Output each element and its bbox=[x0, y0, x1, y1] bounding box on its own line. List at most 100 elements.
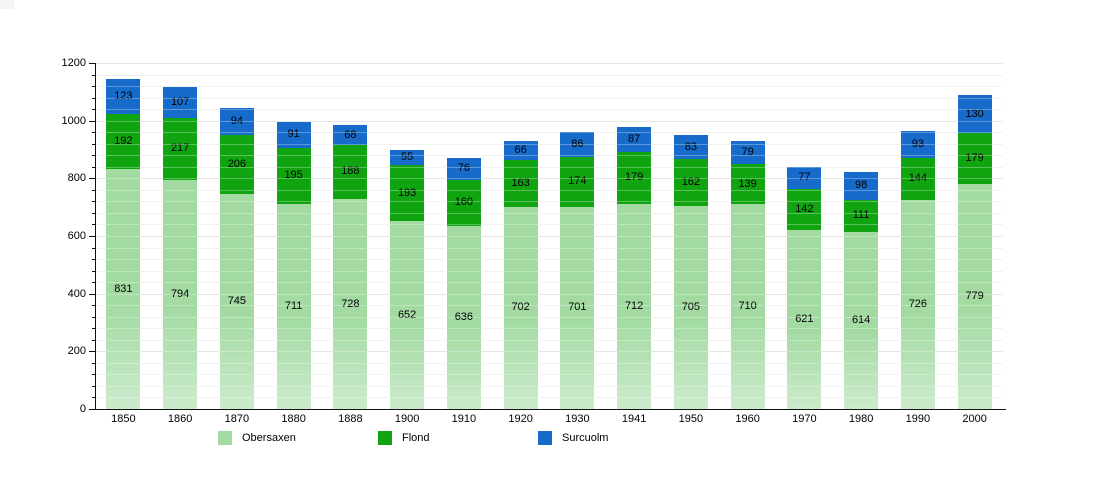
grid-line bbox=[95, 212, 1003, 214]
bar-segment-surcuolm: 98 bbox=[844, 171, 879, 200]
y-minor-tick bbox=[92, 374, 95, 376]
bar-column-1880: 91 195 711 1880 bbox=[265, 63, 322, 425]
grid-line bbox=[95, 63, 1003, 64]
x-axis-label: 1941 bbox=[621, 413, 647, 425]
x-axis-line bbox=[95, 409, 1006, 410]
y-minor-tick bbox=[92, 316, 95, 318]
bar-value-label: 142 bbox=[795, 202, 814, 215]
bar-stack: 77 142 621 bbox=[787, 166, 822, 409]
bar-segment-flond: 206 bbox=[219, 134, 254, 195]
bar-stack: 87 179 712 bbox=[617, 127, 652, 409]
bar-stack: 83 162 705 bbox=[673, 135, 708, 409]
y-minor-tick bbox=[92, 201, 95, 203]
y-major-tick bbox=[89, 236, 95, 237]
legend-label-flond: Flond bbox=[402, 432, 430, 444]
bar-value-label: 174 bbox=[568, 175, 587, 188]
bar-segment-flond: 174 bbox=[560, 156, 595, 207]
grid-line bbox=[95, 97, 1003, 99]
bar-value-label: 652 bbox=[397, 308, 417, 321]
bar-segment-obersaxen: 701 bbox=[560, 206, 595, 409]
bar-value-label: 779 bbox=[965, 290, 984, 303]
y-axis-tick-label: 600 bbox=[67, 230, 86, 242]
grid-line bbox=[95, 247, 1003, 249]
bar-value-label: 621 bbox=[795, 312, 814, 325]
bar-value-label: 94 bbox=[230, 114, 243, 127]
bar-value-label: 66 bbox=[514, 143, 527, 156]
bar-segment-obersaxen: 712 bbox=[617, 203, 652, 409]
bar-value-label: 712 bbox=[624, 299, 644, 312]
legend-label-obersaxen: Obersaxen bbox=[242, 432, 296, 444]
y-minor-tick bbox=[92, 86, 95, 88]
bar-segment-flond: 192 bbox=[106, 114, 141, 170]
bar-column-1970: 77 142 621 1970 bbox=[776, 63, 833, 425]
x-axis-label: 1920 bbox=[508, 413, 533, 425]
bar-stack: 130 179 779 bbox=[957, 95, 992, 409]
legend-item-obersaxen: Obersaxen bbox=[218, 431, 378, 445]
grid-line bbox=[95, 236, 1003, 237]
y-minor-tick bbox=[92, 247, 95, 249]
bar-value-label: 130 bbox=[965, 107, 984, 120]
bar-segment-surcuolm: 79 bbox=[730, 141, 765, 165]
bar-value-label: 217 bbox=[170, 142, 190, 155]
bar-value-label: 702 bbox=[511, 301, 530, 314]
bar-column-1870: 94 206 745 1870 bbox=[209, 63, 266, 425]
bar-segment-obersaxen: 726 bbox=[900, 199, 935, 409]
bar-value-label: 726 bbox=[908, 297, 928, 310]
bar-value-label: 710 bbox=[738, 300, 757, 313]
y-minor-tick bbox=[92, 305, 95, 307]
x-axis-label: 1960 bbox=[735, 413, 760, 425]
bar-value-label: 98 bbox=[855, 179, 868, 192]
bar-column-1850: 123 192 831 1850 bbox=[95, 63, 152, 425]
x-axis-label: 1880 bbox=[281, 413, 306, 425]
y-minor-tick bbox=[92, 259, 95, 261]
bar-segment-surcuolm: 93 bbox=[900, 131, 935, 159]
bar-segment-obersaxen: 614 bbox=[844, 231, 879, 409]
grid-line bbox=[95, 305, 1003, 307]
bar-value-label: 206 bbox=[227, 158, 247, 170]
bar-segment-surcuolm: 83 bbox=[673, 135, 708, 160]
y-major-tick bbox=[89, 178, 95, 180]
grid-line bbox=[95, 259, 1003, 261]
bar-value-label: 123 bbox=[114, 89, 133, 102]
y-minor-tick bbox=[92, 362, 95, 364]
bar-segment-obersaxen: 652 bbox=[390, 221, 425, 409]
bar-segment-surcuolm: 68 bbox=[333, 125, 368, 145]
y-minor-tick bbox=[92, 397, 95, 399]
grid-line bbox=[95, 201, 1003, 203]
bar-value-label: 195 bbox=[284, 169, 303, 182]
x-axis-label: 1910 bbox=[451, 413, 477, 425]
grid-line bbox=[95, 316, 1003, 318]
bar-value-label: 139 bbox=[738, 177, 757, 190]
bar-stack: 86 174 701 bbox=[560, 131, 595, 409]
bar-column-1980: 98 111 614 1980 bbox=[833, 63, 890, 425]
grid-line bbox=[95, 385, 1003, 387]
y-major-tick bbox=[89, 293, 95, 295]
y-major-tick bbox=[89, 409, 95, 410]
bar-segment-flond: 144 bbox=[900, 158, 935, 200]
bar-value-label: 188 bbox=[341, 165, 360, 178]
y-minor-tick bbox=[92, 270, 95, 272]
grid-line bbox=[95, 362, 1003, 364]
bar-segment-flond: 179 bbox=[617, 152, 652, 204]
bar-stack: 123 192 831 bbox=[106, 78, 141, 409]
y-axis-tick-label: 0 bbox=[79, 403, 86, 415]
bar-column-1960: 79 139 710 1960 bbox=[719, 63, 776, 425]
bar-value-label: 614 bbox=[851, 313, 871, 326]
bar-column-1941: 87 179 712 1941 bbox=[606, 63, 663, 425]
bar-value-label: 93 bbox=[911, 138, 924, 151]
bar-segment-obersaxen: 702 bbox=[503, 206, 538, 409]
bar-column-1900: 55 193 652 1900 bbox=[379, 63, 436, 425]
bar-value-label: 87 bbox=[628, 133, 641, 146]
bar-segment-obersaxen: 745 bbox=[219, 194, 254, 409]
y-minor-tick bbox=[92, 132, 95, 134]
y-major-tick bbox=[89, 351, 95, 353]
y-minor-tick bbox=[92, 166, 95, 168]
bar-column-1888: 68 188 728 1888 bbox=[322, 63, 379, 425]
bar-value-label: 701 bbox=[568, 301, 587, 314]
grid-line bbox=[95, 270, 1003, 272]
bar-segment-flond: 193 bbox=[390, 165, 425, 222]
bar-value-label: 68 bbox=[344, 128, 357, 141]
grid-line bbox=[95, 189, 1003, 191]
grid-line bbox=[95, 293, 1003, 295]
y-minor-tick bbox=[92, 224, 95, 226]
